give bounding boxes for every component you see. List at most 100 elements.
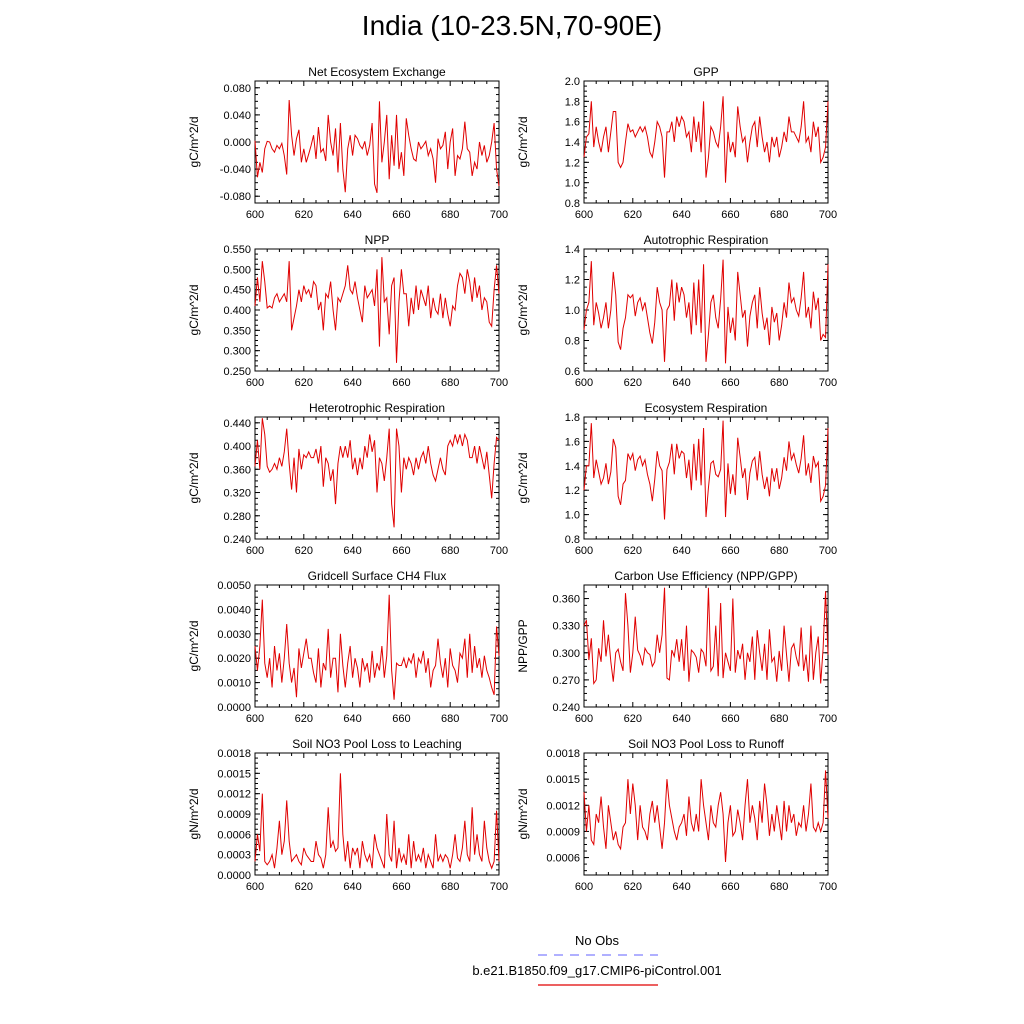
chart-soil-no3-pool-loss-to-runoff-ytick-label: 0.0015 [546,774,580,786]
chart-soil-no3-pool-loss-to-runoff-series-line [583,770,829,862]
chart-net-ecosystem-exchange-xtick-label: 640 [343,209,361,221]
chart-gpp-xtick-label: 620 [624,209,642,221]
chart-heterotrophic-respiration-series-line [254,418,500,528]
chart-ecosystem-respiration-ytick-label: 1.6 [565,436,580,448]
chart-ecosystem-respiration-ylabel: gC/m^2/d [516,453,530,504]
chart-autotrophic-respiration-xtick-label: 620 [624,377,642,389]
chart-autotrophic-respiration-ytick-label: 1.4 [565,244,580,256]
chart-gridcell-surface-ch4-flux-ytick-label: 0.0050 [217,580,251,592]
chart-carbon-use-efficiency-npp-gpp-ytick-label: 0.360 [552,594,580,606]
chart-ecosystem-respiration-ytick-label: 1.4 [565,461,580,473]
chart-soil-no3-pool-loss-to-leaching-ytick-label: 0.0006 [217,829,251,841]
chart-carbon-use-efficiency-npp-gpp-ytick-label: 0.300 [552,648,580,660]
chart-autotrophic-respiration-series-line [583,259,829,364]
chart-autotrophic-respiration-ytick-label: 1.0 [565,305,580,317]
chart-gpp-xtick-label: 640 [672,209,690,221]
chart-carbon-use-efficiency-npp-gpp-ytick-label: 0.330 [552,621,580,633]
chart-autotrophic-respiration-xtick-label: 700 [819,377,837,389]
chart-ecosystem-respiration-title: Ecosystem Respiration [645,401,768,415]
chart-gridcell-surface-ch4-flux-xtick-label: 640 [343,713,361,725]
chart-heterotrophic-respiration-ytick-label: 0.440 [223,418,251,430]
chart-carbon-use-efficiency-npp-gpp-xtick-label: 660 [721,713,739,725]
chart-ecosystem-respiration-series-line [583,420,829,520]
chart-gpp-xtick-label: 680 [770,209,788,221]
chart-soil-no3-pool-loss-to-runoff: Soil NO3 Pool Loss to Runoff gN/m^2/d 600 6… [516,737,837,893]
chart-gridcell-surface-ch4-flux-xtick-label: 660 [392,713,410,725]
figure-title: India (10-23.5N,70-90E) [361,10,663,41]
chart-net-ecosystem-exchange-ytick-label: -0.040 [220,164,251,176]
chart-autotrophic-respiration-xtick-label: 680 [770,377,788,389]
chart-autotrophic-respiration-ytick-label: 0.8 [565,336,580,348]
chart-gpp-xtick-label: 700 [819,209,837,221]
chart-soil-no3-pool-loss-to-runoff-xtick-label: 600 [575,881,593,893]
chart-heterotrophic-respiration-ylabel: gC/m^2/d [187,453,201,504]
chart-npp-xtick-label: 640 [343,377,361,389]
chart-gpp-title: GPP [693,65,718,79]
chart-soil-no3-pool-loss-to-runoff-xtick-label: 640 [672,881,690,893]
chart-net-ecosystem-exchange-series-line [254,99,500,193]
chart-ecosystem-respiration-ytick-label: 1.8 [565,412,580,424]
chart-soil-no3-pool-loss-to-runoff-xtick-label: 700 [819,881,837,893]
chart-soil-no3-pool-loss-to-leaching-xtick-label: 660 [392,881,410,893]
chart-gridcell-surface-ch4-flux-ytick-label: 0.0010 [217,678,251,690]
chart-carbon-use-efficiency-npp-gpp-title: Carbon Use Efficiency (NPP/GPP) [614,569,797,583]
chart-gpp-ylabel: gC/m^2/d [516,117,530,168]
chart-autotrophic-respiration-xtick-label: 600 [575,377,593,389]
chart-soil-no3-pool-loss-to-runoff-ytick-label: 0.0018 [546,748,580,760]
chart-soil-no3-pool-loss-to-leaching: Soil NO3 Pool Loss to Leaching gN/m^2/d 60… [187,737,508,893]
chart-npp-ytick-label: 0.450 [223,285,251,297]
chart-net-ecosystem-exchange-xtick-label: 680 [441,209,459,221]
chart-soil-no3-pool-loss-to-leaching-ylabel: gN/m^2/d [187,789,201,840]
chart-gpp: GPP gC/m^2/d 600 620 640 660 680 700 0.8 1.0 1.2 1.… [516,65,837,221]
chart-gridcell-surface-ch4-flux-ytick-label: 0.0000 [217,702,251,714]
chart-autotrophic-respiration-ylabel: gC/m^2/d [516,285,530,336]
chart-carbon-use-efficiency-npp-gpp-ytick-label: 0.240 [552,702,580,714]
chart-npp-ylabel: gC/m^2/d [187,285,201,336]
chart-heterotrophic-respiration-ytick-label: 0.240 [223,534,251,546]
chart-net-ecosystem-exchange-ytick-label: 0.000 [223,137,251,149]
chart-npp-ytick-label: 0.250 [223,366,251,378]
chart-soil-no3-pool-loss-to-runoff-xtick-label: 620 [624,881,642,893]
chart-net-ecosystem-exchange-ytick-label: 0.040 [223,110,251,122]
chart-net-ecosystem-exchange-title: Net Ecosystem Exchange [308,65,446,79]
chart-soil-no3-pool-loss-to-runoff-ytick-label: 0.0012 [546,800,580,812]
chart-heterotrophic-respiration-ytick-label: 0.320 [223,488,251,500]
chart-gpp-xtick-label: 660 [721,209,739,221]
chart-soil-no3-pool-loss-to-runoff-ylabel: gN/m^2/d [516,789,530,840]
chart-gpp-xtick-label: 600 [575,209,593,221]
chart-ecosystem-respiration: Ecosystem Respiration gC/m^2/d 600 620 640 66… [516,401,837,557]
chart-net-ecosystem-exchange-ylabel: gC/m^2/d [187,117,201,168]
chart-soil-no3-pool-loss-to-leaching-series-line [254,773,500,870]
chart-soil-no3-pool-loss-to-leaching-ytick-label: 0.0009 [217,809,251,821]
chart-gpp-ytick-label: 1.4 [565,137,580,149]
chart-gpp-ytick-label: 1.0 [565,178,580,190]
chart-gridcell-surface-ch4-flux-series-line [254,594,500,700]
chart-soil-no3-pool-loss-to-leaching-xtick-label: 700 [490,881,508,893]
chart-soil-no3-pool-loss-to-runoff-ytick-label: 0.0006 [546,853,580,865]
chart-carbon-use-efficiency-npp-gpp-xtick-label: 700 [819,713,837,725]
chart-gpp-ytick-label: 0.8 [565,198,580,210]
chart-gridcell-surface-ch4-flux-ylabel: gC/m^2/d [187,621,201,672]
chart-gpp-ytick-label: 1.2 [565,157,580,169]
chart-soil-no3-pool-loss-to-leaching-ytick-label: 0.0018 [217,748,251,760]
chart-heterotrophic-respiration-xtick-label: 640 [343,545,361,557]
chart-soil-no3-pool-loss-to-leaching-title: Soil NO3 Pool Loss to Leaching [292,737,461,751]
chart-npp-xtick-label: 680 [441,377,459,389]
chart-heterotrophic-respiration-xtick-label: 660 [392,545,410,557]
chart-heterotrophic-respiration-xtick-label: 700 [490,545,508,557]
chart-soil-no3-pool-loss-to-leaching-xtick-label: 680 [441,881,459,893]
chart-ecosystem-respiration-ytick-label: 0.8 [565,534,580,546]
chart-gridcell-surface-ch4-flux-xtick-label: 620 [295,713,313,725]
chart-autotrophic-respiration: Autotrophic Respiration gC/m^2/d 600 620 640… [516,233,837,389]
chart-heterotrophic-respiration-title: Heterotrophic Respiration [309,401,445,415]
chart-soil-no3-pool-loss-to-leaching-ytick-label: 0.0015 [217,768,251,780]
chart-npp-xtick-label: 660 [392,377,410,389]
chart-net-ecosystem-exchange-xtick-label: 600 [246,209,264,221]
chart-soil-no3-pool-loss-to-leaching-ytick-label: 0.0003 [217,850,251,862]
chart-carbon-use-efficiency-npp-gpp-xtick-label: 620 [624,713,642,725]
chart-soil-no3-pool-loss-to-runoff-xtick-label: 680 [770,881,788,893]
chart-autotrophic-respiration-xtick-label: 640 [672,377,690,389]
chart-net-ecosystem-exchange-ytick-label: 0.080 [223,83,251,95]
